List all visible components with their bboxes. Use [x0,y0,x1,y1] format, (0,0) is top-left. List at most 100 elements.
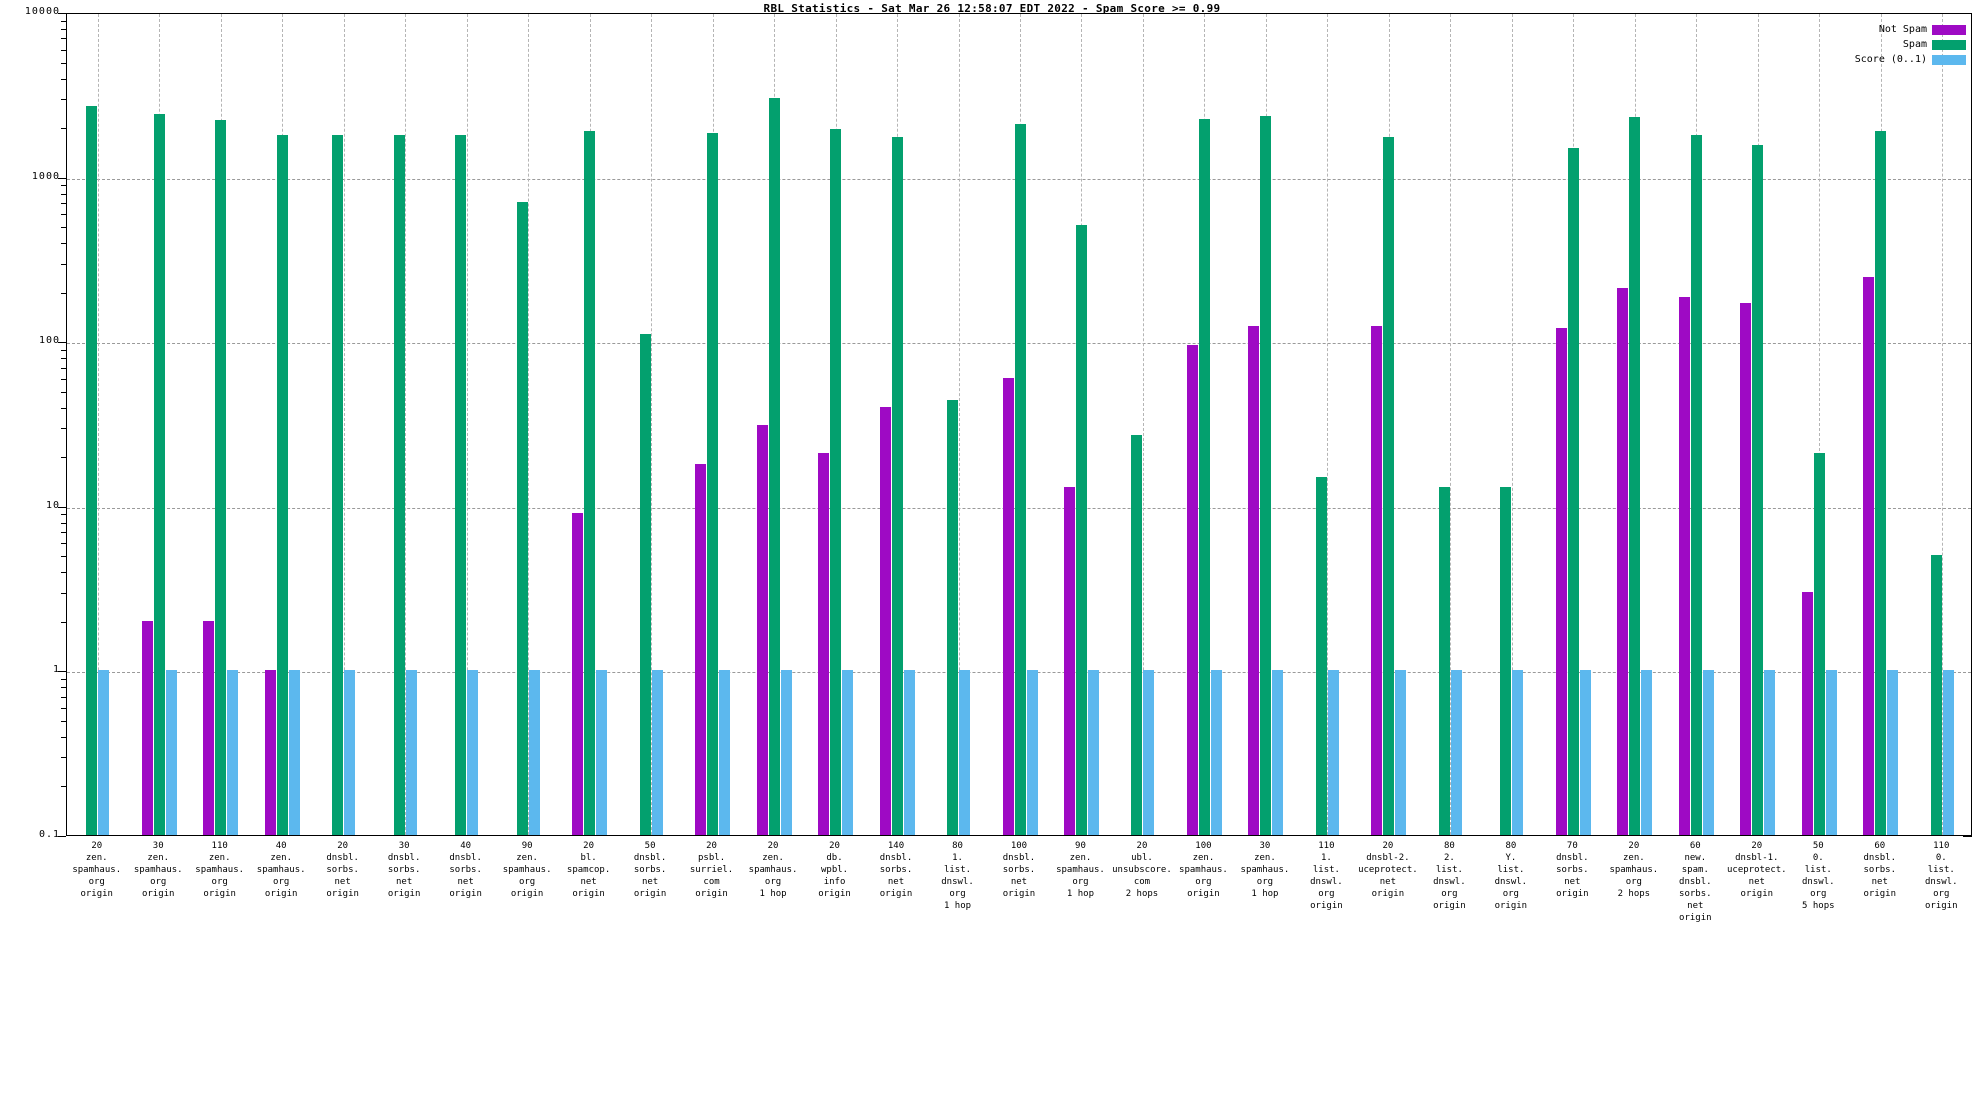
bar-not-spam [1555,328,1567,835]
bar-score [596,670,608,835]
y-minor-tick [61,38,66,40]
y-minor-tick [61,786,66,788]
y-minor-tick [61,378,66,380]
bar-score [165,670,177,835]
x-axis-tick-label: 40 zen. spamhaus. org origin [256,841,306,899]
x-axis-tick-label: 100 dnsbl. sorbs. net origin [1002,841,1036,899]
y-minor-tick [61,243,66,245]
bar-score [528,670,540,835]
bar-score [1764,670,1776,835]
y-minor-tick [61,367,66,369]
y-tick-label: 1000 [31,170,60,182]
y-minor-tick [61,556,66,558]
bar-score [1026,670,1038,835]
y-minor-tick [61,49,66,51]
bar-spam [1875,130,1887,835]
y-minor-tick [61,428,66,430]
x-axis-tick-label: 80 Y. list. dnswl. org origin [1494,841,1528,911]
bar-score [1887,670,1899,835]
bar-spam [1567,147,1579,835]
bar-score [719,670,731,835]
y-minor-tick [61,99,66,101]
y-minor-tick [61,349,66,351]
bar-spam [1500,487,1512,835]
vertical-gridline [958,14,960,835]
legend-item-score: Score (0..1) [1855,52,1966,67]
x-axis-tick-label: 20 dnsbl-2. uceprotect. net origin [1358,841,1418,899]
legend-item-spam: Spam [1855,37,1966,52]
x-axis-tick-label: 70 dnsbl. sorbs. net origin [1556,841,1589,899]
bar-not-spam [1740,303,1752,835]
legend-item-not-spam: Not Spam [1855,22,1966,37]
x-axis-tick-label: 20 bl. spamcop. net origin [566,841,611,899]
x-axis-tick-label: 50 dnsbl. sorbs. net origin [633,841,667,899]
bar-spam [891,136,903,835]
bar-spam [1075,224,1087,835]
x-axis-tick-label: 40 dnsbl. sorbs. net origin [449,841,482,899]
y-minor-tick [61,687,66,689]
bar-score [903,670,915,835]
bar-spam [1315,476,1327,835]
bar-spam [1131,434,1143,835]
x-axis-tick-label: 20 db. wpbl. info origin [818,841,851,899]
bar-score [288,670,300,835]
bar-not-spam [203,620,215,835]
bar-spam [584,130,596,835]
y-minor-tick [61,457,66,459]
y-major-tick [58,342,66,344]
legend-swatch-spam [1932,39,1966,50]
y-major-tick-right [1963,836,1972,837]
legend-label-score: Score (0..1) [1854,54,1927,65]
x-axis-tick-label: 110 1. list. dnswl. org origin [1310,841,1343,911]
bar-score [1272,670,1284,835]
bar-spam [1260,115,1272,835]
bar-score [344,670,356,835]
vertical-gridline [1327,14,1329,835]
vertical-gridline [1511,14,1513,835]
bar-score [651,670,663,835]
x-axis-tick-label: 30 dnsbl. sorbs. net origin [387,841,421,899]
bar-not-spam [264,670,276,835]
vertical-gridline [1819,14,1821,835]
x-axis-tick-label: 20 zen. spamhaus. org 2 hops [1609,841,1659,899]
vertical-gridline [343,14,345,835]
bar-not-spam [879,406,891,835]
y-minor-tick [61,263,66,265]
bar-not-spam [818,452,830,835]
x-axis-tick-label: 20 zen. spamhaus. org origin [72,841,122,899]
y-minor-tick [61,185,66,187]
bar-score [1450,670,1462,835]
bar-score [959,670,971,835]
bar-not-spam [1063,487,1075,835]
bar-spam [1014,123,1026,835]
y-minor-tick [61,514,66,516]
y-minor-tick [61,621,66,623]
bar-score [1327,670,1339,835]
bar-spam [153,114,165,835]
bar-spam [1930,555,1942,835]
x-axis-tick-label: 110 0. list. dnswl. org origin [1924,841,1958,911]
vertical-gridline [1942,14,1944,835]
y-minor-tick [61,592,66,594]
y-minor-tick [61,203,66,205]
bar-score [1512,670,1524,835]
bar-spam [455,134,467,835]
y-minor-tick [61,736,66,738]
bar-not-spam [756,424,768,835]
bar-not-spam [1863,277,1875,835]
vertical-gridline [405,14,407,835]
x-axis-tick-label: 140 dnsbl. sorbs. net origin [879,841,913,899]
y-minor-tick [61,532,66,534]
bar-score [1143,670,1155,835]
vertical-gridline [97,14,99,835]
bar-not-spam [1186,344,1198,835]
bar-spam [332,134,344,835]
y-minor-tick [61,62,66,64]
y-minor-tick [61,358,66,360]
y-minor-tick [61,407,66,409]
y-minor-tick [61,78,66,80]
x-axis-tick-label: 30 zen. spamhaus. org 1 hop [1240,841,1290,899]
y-minor-tick [61,128,66,130]
bar-not-spam [1617,288,1629,835]
